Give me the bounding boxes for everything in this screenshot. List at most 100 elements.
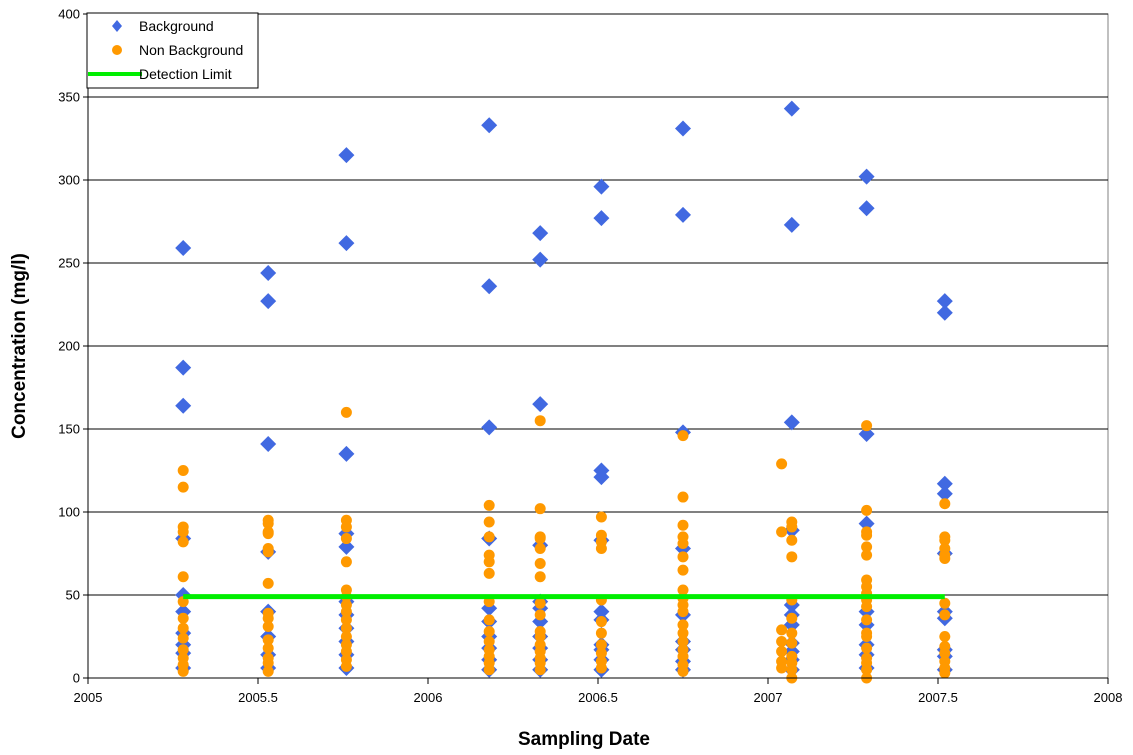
y-axis-title: Concentration (mg/l) bbox=[9, 253, 30, 439]
background-point bbox=[175, 240, 192, 257]
non-background-point bbox=[340, 556, 352, 568]
background-point bbox=[858, 168, 875, 185]
non-background-point bbox=[262, 577, 274, 589]
legend-item-background: Background bbox=[112, 18, 214, 34]
non-background-point bbox=[776, 458, 788, 470]
background-point bbox=[481, 419, 498, 436]
background-point bbox=[338, 147, 355, 164]
non-background-point bbox=[861, 601, 873, 613]
non-background-point bbox=[595, 662, 607, 674]
non-background-point bbox=[776, 526, 788, 538]
y-tick-label: 250 bbox=[58, 256, 80, 271]
non-background-point bbox=[177, 632, 189, 644]
non-background-point bbox=[939, 498, 951, 510]
y-tick-label: 350 bbox=[58, 90, 80, 105]
background-point bbox=[338, 538, 355, 555]
legend-label-detection-limit: Detection Limit bbox=[139, 66, 232, 82]
y-tick-label: 200 bbox=[58, 339, 80, 354]
background-point bbox=[532, 251, 549, 268]
non-background-point bbox=[677, 519, 689, 531]
non-background-point bbox=[861, 549, 873, 561]
background-point bbox=[593, 210, 610, 227]
background-point bbox=[481, 117, 498, 134]
non-background-point bbox=[786, 612, 798, 624]
non-background-point bbox=[534, 503, 546, 515]
background-point bbox=[593, 603, 610, 620]
non-background-point bbox=[177, 644, 189, 656]
y-tick-label: 300 bbox=[58, 173, 80, 188]
non-background-point bbox=[786, 551, 798, 563]
legend-label-non-background: Non Background bbox=[139, 42, 243, 58]
background-point bbox=[175, 397, 192, 414]
non-background-point bbox=[861, 541, 873, 553]
non-background-point bbox=[483, 499, 495, 511]
non-background-point bbox=[177, 665, 189, 677]
non-background-point bbox=[262, 518, 274, 530]
non-background-point bbox=[595, 616, 607, 628]
non-background-point bbox=[177, 612, 189, 624]
background-point bbox=[532, 225, 549, 242]
legend-item-detection-limit: Detection Limit bbox=[88, 66, 232, 82]
x-axis-title: Sampling Date bbox=[518, 729, 650, 750]
non-background-point bbox=[534, 609, 546, 621]
non-background-point bbox=[677, 564, 689, 576]
data-series bbox=[175, 100, 953, 684]
non-background-point bbox=[177, 571, 189, 583]
non-background-point bbox=[534, 664, 546, 676]
background-point bbox=[675, 120, 691, 137]
non-background-point bbox=[776, 645, 788, 657]
non-background-point bbox=[776, 635, 788, 647]
non-background-point bbox=[861, 420, 873, 432]
non-background-point bbox=[340, 614, 352, 626]
background-point bbox=[481, 278, 498, 295]
background-point bbox=[936, 304, 953, 321]
non-background-point bbox=[483, 567, 495, 579]
background-point bbox=[532, 396, 549, 413]
non-background-point bbox=[677, 619, 689, 631]
non-background-point bbox=[534, 557, 546, 569]
legend-marker-non-background bbox=[112, 45, 122, 55]
non-background-point bbox=[677, 584, 689, 596]
non-background-point bbox=[483, 664, 495, 676]
non-background-point bbox=[677, 606, 689, 618]
non-background-point bbox=[939, 647, 951, 659]
legend-marker-background bbox=[112, 20, 122, 32]
non-background-point bbox=[262, 634, 274, 646]
non-background-point bbox=[340, 622, 352, 634]
non-background-point bbox=[861, 529, 873, 541]
non-background-point bbox=[939, 597, 951, 609]
non-background-point bbox=[340, 533, 352, 545]
axes: 0 50 100 150 200 250 300 350 400 2005 2005.5 2006 20… bbox=[58, 7, 1122, 706]
non-background-point bbox=[340, 521, 352, 533]
background-point bbox=[338, 235, 355, 252]
non-background-point bbox=[677, 491, 689, 503]
non-background-point bbox=[262, 621, 274, 633]
background-point bbox=[175, 359, 192, 376]
x-tick-label: 2006 bbox=[414, 690, 443, 705]
non-background-point bbox=[534, 597, 546, 609]
legend-item-non-background: Non Background bbox=[112, 42, 243, 58]
x-tick-label: 2005.5 bbox=[238, 690, 278, 705]
non-background-point bbox=[677, 551, 689, 563]
non-background-point bbox=[340, 406, 352, 418]
legend: Background Non Background Detection Limi… bbox=[86, 12, 259, 89]
non-background-point bbox=[786, 521, 798, 533]
non-background-point bbox=[861, 504, 873, 516]
non-background-point bbox=[677, 650, 689, 662]
non-background-point bbox=[483, 635, 495, 647]
y-tick-label: 50 bbox=[66, 588, 80, 603]
non-background-point bbox=[177, 465, 189, 476]
legend-label-background: Background bbox=[139, 18, 214, 34]
non-background-point bbox=[786, 627, 798, 639]
non-background-point bbox=[595, 511, 607, 523]
x-tick-label: 2007 bbox=[754, 690, 783, 705]
non-background-point bbox=[177, 526, 189, 538]
non-background-point bbox=[939, 631, 951, 642]
x-tick-label: 2006.5 bbox=[578, 690, 618, 705]
non-background-point bbox=[340, 660, 352, 672]
non-background-point bbox=[595, 543, 607, 555]
background-point bbox=[260, 435, 277, 452]
non-background-point bbox=[861, 664, 873, 676]
non-background-point bbox=[939, 667, 951, 679]
